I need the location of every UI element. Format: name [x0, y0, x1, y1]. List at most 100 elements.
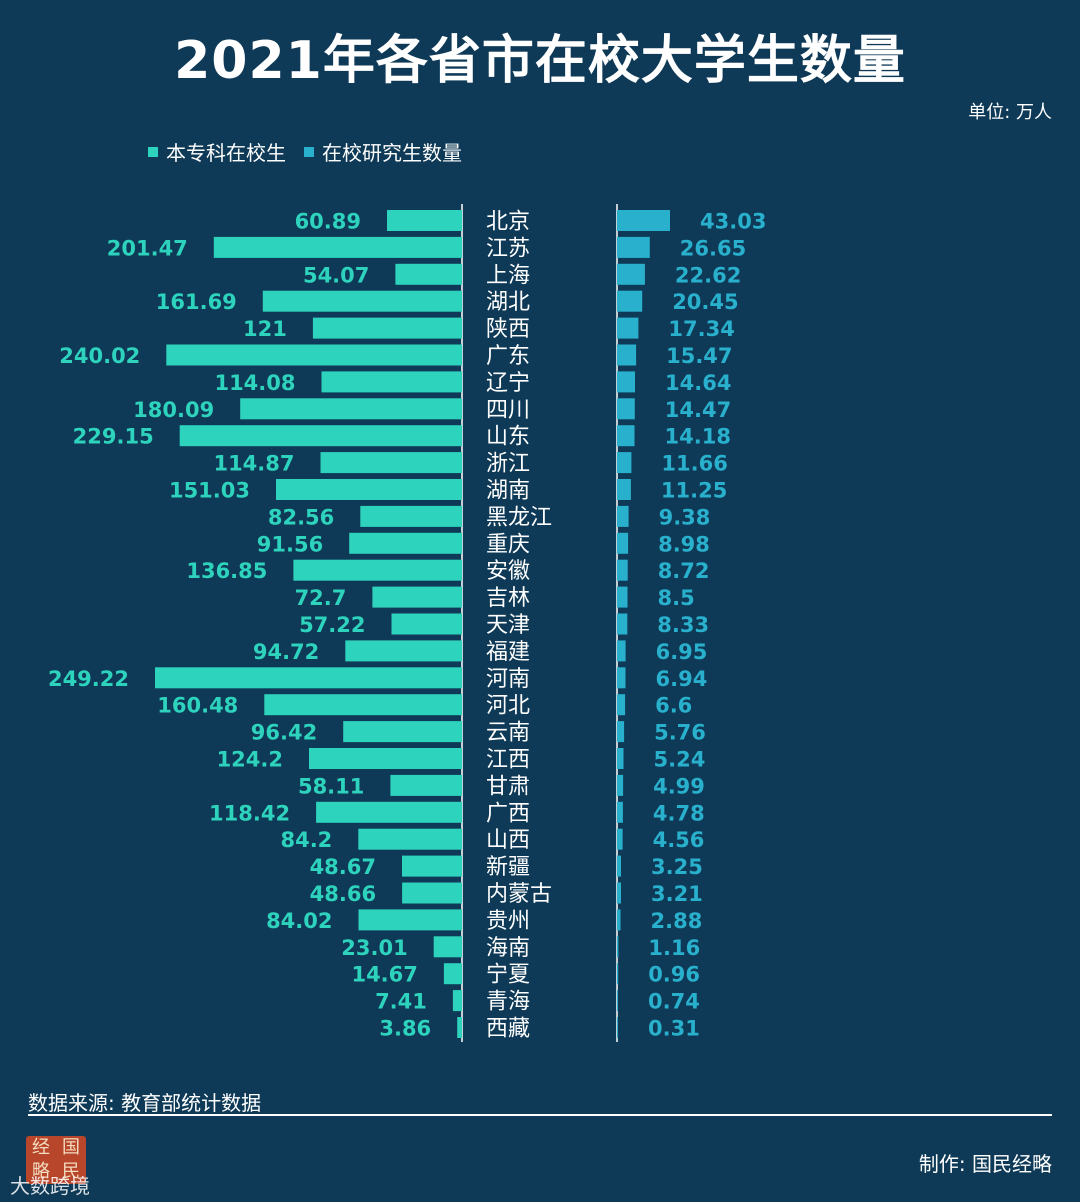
category-label: 宁夏 — [486, 963, 530, 988]
bar-graduate — [617, 452, 632, 474]
bar-graduate — [617, 586, 628, 608]
bar-graduate — [617, 990, 618, 1012]
logo-char: 略 — [32, 1161, 50, 1182]
value-label-graduate: 17.34 — [668, 317, 734, 341]
bar-undergrad — [179, 425, 462, 447]
category-label: 湖北 — [486, 290, 530, 315]
bar-graduate — [617, 559, 628, 581]
value-label-undergrad: 14.67 — [351, 963, 417, 987]
category-label: 江苏 — [486, 236, 530, 261]
bar-undergrad — [391, 613, 462, 635]
category-label: 浙江 — [486, 452, 530, 477]
category-label: 黑龙江 — [486, 505, 552, 530]
value-label-graduate: 14.64 — [665, 371, 731, 395]
value-label-graduate: 6.94 — [656, 667, 708, 691]
value-label-graduate: 4.99 — [653, 774, 705, 798]
value-label-undergrad: 160.48 — [157, 694, 238, 718]
maker-credit: 制作: 国民经略 — [918, 1152, 1052, 1176]
category-label: 河北 — [486, 694, 530, 719]
value-label-graduate: 8.72 — [658, 559, 710, 583]
value-label-graduate: 14.18 — [665, 425, 731, 449]
value-label-undergrad: 23.01 — [341, 936, 407, 960]
category-label: 江西 — [486, 748, 530, 773]
category-label: 安徽 — [486, 559, 530, 584]
value-label-graduate: 4.78 — [653, 801, 705, 825]
category-label: 吉林 — [486, 586, 530, 611]
value-label-undergrad: 58.11 — [298, 774, 364, 798]
bar-graduate — [617, 909, 621, 931]
bar-undergrad — [320, 452, 462, 474]
category-label: 北京 — [486, 210, 530, 235]
legend-swatch-undergrad — [148, 146, 158, 157]
bar-graduate — [617, 882, 621, 904]
bar-graduate — [617, 667, 626, 689]
category-label: 四川 — [486, 398, 530, 423]
bar-graduate — [617, 371, 635, 393]
value-label-undergrad: 94.72 — [253, 640, 319, 664]
legend-item-undergrad: 本专科在校生 — [148, 137, 286, 166]
bar-undergrad — [240, 398, 462, 420]
category-label: 福建 — [486, 640, 530, 665]
category-label: 湖南 — [486, 479, 530, 504]
category-label: 内蒙古 — [486, 882, 552, 907]
bar-graduate — [617, 855, 621, 877]
bar-undergrad — [443, 963, 462, 985]
bar-graduate — [617, 317, 639, 339]
value-label-graduate: 14.47 — [665, 398, 731, 422]
category-label: 重庆 — [486, 532, 530, 557]
value-label-graduate: 0.74 — [648, 990, 700, 1014]
value-label-undergrad: 48.67 — [310, 855, 376, 879]
butterfly-bar-chart: 60.89 北京 43.03 201.47 江苏 26.65 54.07 上海 22.62 161… — [48, 204, 766, 1042]
bar-undergrad — [166, 344, 463, 366]
bar-undergrad — [433, 936, 462, 958]
value-label-graduate: 8.33 — [657, 613, 709, 637]
value-label-undergrad: 96.42 — [251, 721, 317, 745]
bar-graduate — [617, 290, 643, 312]
value-label-undergrad: 60.89 — [295, 210, 361, 234]
value-label-graduate: 1.16 — [648, 936, 700, 960]
logo-char: 国 — [62, 1137, 80, 1158]
value-label-undergrad: 136.85 — [186, 559, 267, 583]
logo-char: 经 — [32, 1137, 50, 1158]
bar-undergrad — [372, 586, 462, 608]
bar-graduate — [617, 828, 623, 850]
category-label: 山西 — [486, 828, 530, 853]
value-label-graduate: 5.24 — [654, 748, 706, 772]
value-label-undergrad: 114.08 — [214, 371, 295, 395]
bar-undergrad — [321, 371, 462, 393]
footer-divider — [28, 1114, 1052, 1116]
bar-undergrad — [262, 290, 462, 312]
value-label-undergrad: 151.03 — [169, 479, 250, 503]
value-label-graduate: 3.21 — [651, 882, 703, 906]
value-label-graduate: 0.96 — [648, 963, 700, 987]
bar-graduate — [617, 479, 631, 500]
bar-undergrad — [213, 236, 462, 258]
bar-undergrad — [316, 801, 462, 823]
value-label-undergrad: 114.87 — [213, 452, 294, 476]
bar-undergrad — [358, 909, 462, 931]
bar-graduate — [617, 748, 624, 769]
value-label-graduate: 22.62 — [675, 263, 741, 287]
category-label: 甘肃 — [486, 774, 530, 799]
value-label-undergrad: 7.41 — [375, 990, 427, 1014]
legend-label-graduate: 在校研究生数量 — [322, 141, 462, 165]
bar-graduate — [617, 963, 619, 985]
bar-undergrad — [358, 828, 462, 850]
value-label-undergrad: 72.7 — [295, 586, 347, 610]
value-label-graduate: 9.38 — [659, 505, 711, 529]
category-label: 青海 — [486, 990, 530, 1015]
value-label-undergrad: 82.56 — [268, 505, 334, 529]
value-label-graduate: 2.88 — [651, 909, 703, 933]
category-label: 云南 — [486, 721, 530, 746]
value-label-undergrad: 161.69 — [156, 290, 237, 314]
value-label-graduate: 5.76 — [654, 721, 706, 745]
brand-logo: 经国略民 — [26, 1136, 86, 1184]
category-label: 上海 — [486, 263, 530, 288]
value-label-graduate: 15.47 — [666, 344, 732, 368]
value-label-graduate: 11.66 — [661, 452, 727, 476]
value-label-undergrad: 121 — [243, 317, 287, 341]
bar-graduate — [617, 1017, 618, 1038]
value-label-undergrad: 91.56 — [257, 532, 323, 556]
value-label-graduate: 43.03 — [700, 210, 766, 234]
bar-undergrad — [293, 559, 462, 581]
